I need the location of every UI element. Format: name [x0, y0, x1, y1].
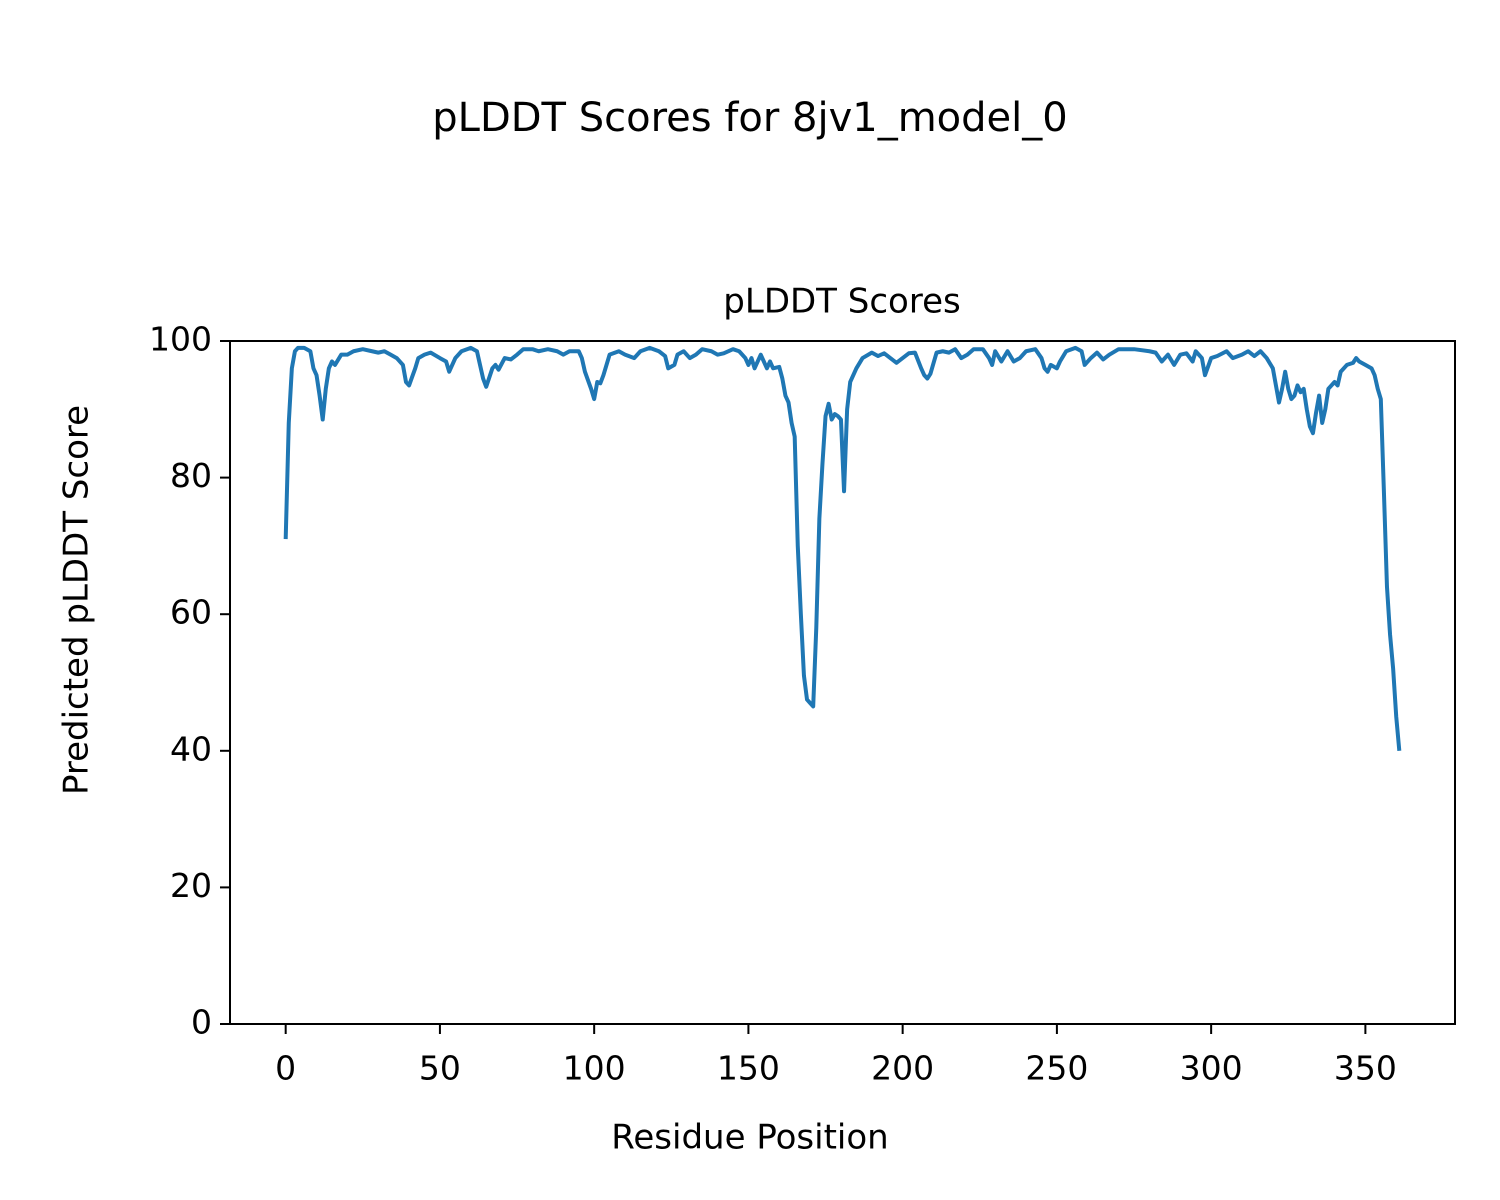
- y-tick-label: 100: [149, 320, 212, 359]
- x-tick-label: 250: [1025, 1049, 1088, 1088]
- x-tick-label: 100: [563, 1049, 626, 1088]
- x-tick-label: 0: [275, 1049, 296, 1088]
- x-tick-label: 300: [1180, 1049, 1243, 1088]
- y-tick-label: 20: [170, 866, 212, 905]
- y-tick-label: 40: [170, 729, 212, 768]
- plot-frame: [229, 340, 1456, 1025]
- x-tick-label: 200: [871, 1049, 934, 1088]
- x-tick-label: 150: [717, 1049, 780, 1088]
- x-axis-label: Residue Position: [611, 1118, 888, 1158]
- axes-title: pLDDT Scores: [723, 282, 960, 322]
- x-tick-label: 50: [419, 1049, 461, 1088]
- y-axis-label: Predicted pLDDT Score: [57, 405, 97, 795]
- y-tick-label: 0: [191, 1003, 212, 1042]
- y-tick-label: 60: [170, 593, 212, 632]
- line-series: [283, 345, 1402, 751]
- y-tick-label: 80: [170, 456, 212, 495]
- x-tick-label: 350: [1334, 1049, 1397, 1088]
- chart-suptitle: pLDDT Scores for 8jv1_model_0: [432, 95, 1067, 141]
